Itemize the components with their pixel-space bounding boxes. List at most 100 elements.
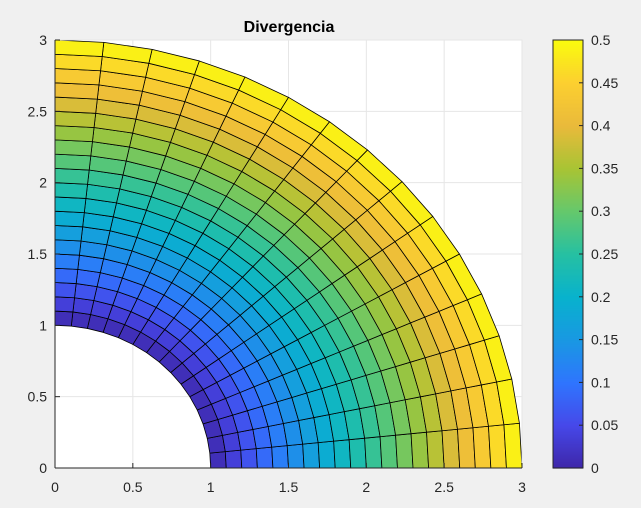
chart-title: Divergencia xyxy=(244,19,335,36)
colorbar-strip xyxy=(553,252,583,255)
colorbar-strip xyxy=(553,148,583,151)
divergence-mesh xyxy=(54,39,523,469)
colorbar-tick-label: 0.1 xyxy=(591,374,611,390)
colorbar-strip xyxy=(553,310,583,313)
colorbar-strip xyxy=(553,166,583,169)
colorbar-strip xyxy=(553,440,583,443)
colorbar-strip xyxy=(553,340,583,343)
colorbar-strip xyxy=(553,290,583,293)
y-tick-label: 0 xyxy=(39,460,47,476)
colorbar-strip xyxy=(553,408,583,411)
colorbar-strip xyxy=(553,414,583,417)
colorbar-strip xyxy=(553,268,583,271)
colorbar-strip xyxy=(553,464,583,467)
colorbar: 0 0.05 0.1 0.15 0.2 0.25 0.3 0.35 0.4 0.45 0.5 xyxy=(552,32,618,476)
y-axis-ticks: 0 0.5 1 1.5 2 2.5 3 xyxy=(28,32,60,476)
colorbar-strip xyxy=(553,222,583,225)
colorbar-strip xyxy=(553,154,583,157)
x-tick-label: 0.5 xyxy=(123,479,143,495)
colorbar-strip xyxy=(553,320,583,323)
colorbar-strip xyxy=(553,250,583,253)
x-tick-label: 0 xyxy=(51,479,59,495)
colorbar-strip xyxy=(553,198,583,201)
colorbar-strip xyxy=(553,342,583,345)
colorbar-ticks: 0 0.05 0.1 0.15 0.2 0.25 0.3 0.35 0.4 0.45 0.5 xyxy=(579,32,618,476)
colorbar-strip xyxy=(553,352,583,355)
colorbar-strip xyxy=(553,452,583,455)
colorbar-strip xyxy=(553,288,583,291)
y-tick-label: 2.5 xyxy=(28,103,48,119)
colorbar-strip xyxy=(553,454,583,457)
colorbar-strip xyxy=(553,400,583,403)
y-tick-label: 1 xyxy=(39,317,47,333)
colorbar-strip xyxy=(553,196,583,199)
colorbar-strip xyxy=(553,306,583,309)
colorbar-strip xyxy=(553,254,583,257)
colorbar-strip xyxy=(553,406,583,409)
colorbar-strip xyxy=(553,174,583,177)
mesh-cell xyxy=(54,196,87,214)
mesh-cell xyxy=(54,310,74,327)
colorbar-strip xyxy=(553,164,583,167)
colorbar-strip xyxy=(553,430,583,433)
mesh-cell xyxy=(54,96,98,114)
colorbar-strip xyxy=(553,124,583,127)
colorbar-strip xyxy=(553,416,583,419)
colorbar-strip xyxy=(553,398,583,401)
mesh-cell xyxy=(364,436,383,469)
mesh-cell xyxy=(54,225,84,242)
colorbar-strip xyxy=(553,100,583,103)
colorbar-strip xyxy=(553,442,583,445)
colorbar-strip xyxy=(553,420,583,423)
colorbar-strip xyxy=(553,102,583,105)
mesh-cell xyxy=(54,125,95,143)
mesh-cell xyxy=(286,443,305,469)
colorbar-strip xyxy=(553,68,583,71)
mesh-cell xyxy=(54,296,75,313)
mesh-cell xyxy=(54,210,85,228)
mesh-cell xyxy=(395,433,414,469)
colorbar-strip xyxy=(553,466,583,469)
colorbar-strip xyxy=(553,404,583,407)
colorbar-strip xyxy=(553,110,583,113)
mesh-cell xyxy=(54,39,105,57)
colorbar-strip xyxy=(553,234,583,237)
colorbar-strip xyxy=(553,82,583,85)
colorbar-strip xyxy=(553,276,583,279)
colorbar-strip xyxy=(553,84,583,87)
colorbar-strip xyxy=(553,80,583,83)
colorbar-strip xyxy=(553,356,583,359)
colorbar-strip xyxy=(553,230,583,233)
colorbar-strip xyxy=(553,108,583,111)
y-tick-label: 1.5 xyxy=(28,246,48,262)
colorbar-strip xyxy=(553,274,583,277)
colorbar-strip xyxy=(553,428,583,431)
colorbar-strip xyxy=(553,168,583,171)
colorbar-strip xyxy=(553,112,583,115)
colorbar-strip xyxy=(553,188,583,191)
colorbar-strip xyxy=(553,386,583,389)
colorbar-strip xyxy=(553,194,583,197)
colorbar-strip xyxy=(553,348,583,351)
colorbar-strip xyxy=(553,256,583,259)
colorbar-strip xyxy=(553,60,583,63)
colorbar-strip xyxy=(553,330,583,333)
mesh-cell xyxy=(240,448,258,469)
colorbar-strip xyxy=(553,240,583,243)
mesh-cell xyxy=(379,434,398,469)
colorbar-strip xyxy=(553,120,583,123)
colorbar-strip xyxy=(553,242,583,245)
colorbar-strip xyxy=(553,248,583,251)
colorbar-strip xyxy=(553,304,583,307)
colorbar-strip xyxy=(553,218,583,221)
mesh-cell xyxy=(54,282,77,299)
colorbar-strip xyxy=(553,232,583,235)
colorbar-strip xyxy=(553,138,583,141)
mesh-cell xyxy=(54,53,103,72)
colorbar-strip xyxy=(553,258,583,261)
colorbar-strip xyxy=(553,376,583,379)
colorbar-strip xyxy=(553,72,583,75)
colorbar-strip xyxy=(553,368,583,371)
colorbar-strip xyxy=(553,238,583,241)
